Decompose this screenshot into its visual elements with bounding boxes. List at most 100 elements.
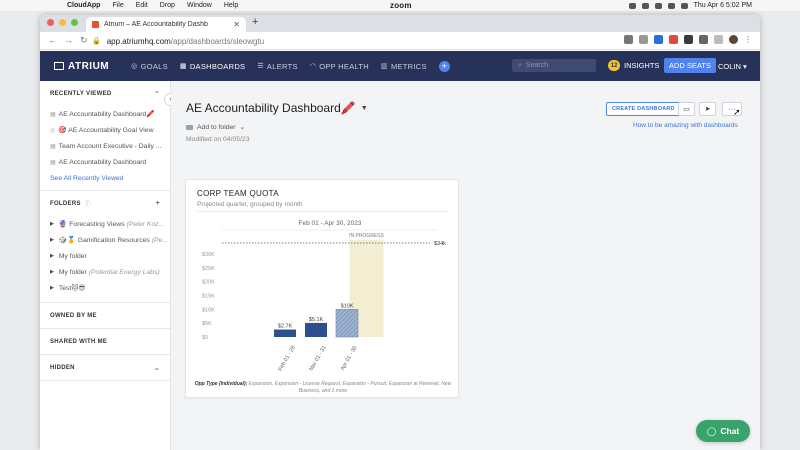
caret-down-icon[interactable]: ▼ [360, 104, 368, 112]
shared-with-me-header[interactable]: SHARED WITH ME [50, 338, 108, 345]
caret-right-icon[interactable]: ▶ [50, 221, 54, 227]
browser-tab[interactable]: Atrium – AE Accountability Dashb ✕ [86, 17, 246, 32]
folders-header[interactable]: FOLDERS ⓘ + [40, 191, 170, 216]
see-all-recent-link[interactable]: See All Recently Viewed [50, 174, 124, 182]
chevron-up-icon[interactable]: ⌃ [153, 90, 160, 98]
folder-item[interactable]: ▶ Test🐱😎 [40, 280, 170, 296]
address-bar[interactable]: 🔒 app.atriumhq.com/app/dashboards/sleowg… [92, 35, 612, 47]
sidepanel-icon[interactable] [714, 35, 723, 44]
goals-icon: ◎ [131, 63, 138, 70]
caret-right-icon[interactable]: ▶ [50, 285, 54, 291]
add-seats-button[interactable]: ADD SEATS [664, 58, 716, 73]
folder-owner: (Peter Koz... [126, 220, 165, 228]
menubar-app-name[interactable]: CloudApp [67, 2, 101, 9]
chart-bar [305, 322, 327, 337]
recent-item[interactable]: ▦ AE Accountability Dashboard🖍️ [40, 106, 170, 122]
caret-right-icon[interactable]: ▶ [50, 253, 54, 259]
nav-dashboards[interactable]: ▦ DASHBOARDS [180, 62, 245, 71]
recent-item[interactable]: ◎ 🎯 AE Accountability Goal View [40, 122, 170, 138]
url-host: app.atriumhq.com [106, 36, 171, 46]
menubar-item-help[interactable]: Help [223, 2, 239, 9]
add-to-folder-label: Add to folder [197, 123, 236, 131]
nav-metrics-label: METRICS [390, 61, 427, 71]
back-icon[interactable]: ← [48, 35, 57, 45]
kebab-menu-icon[interactable]: ⋮ [744, 35, 752, 44]
chevron-down-icon[interactable]: ⌄ [153, 364, 160, 372]
chat-button[interactable]: ◯ Chat [696, 420, 750, 442]
chart-card[interactable]: CORP TEAM QUOTA Projected quarter, group… [185, 179, 459, 398]
lock-icon[interactable]: 🔒 [92, 38, 101, 45]
menubar-clock[interactable]: Thu Apr 6 5:02 PM [693, 2, 752, 9]
recent-item[interactable]: ▦ Team Account Executive - Daily ... [40, 138, 170, 154]
dashboard-icon: ▦ [50, 143, 56, 150]
nav-dashboards-label: DASHBOARDS [189, 61, 246, 71]
add-to-folder-button[interactable]: Add to folder ⌄ [186, 123, 245, 131]
add-folder-icon[interactable]: + [155, 200, 160, 207]
new-tab-icon[interactable]: + [252, 16, 259, 28]
close-tab-icon[interactable]: ✕ [233, 20, 240, 29]
x-tick-label: Feb 01 - 28 [278, 345, 297, 372]
atrium-logo[interactable]: ATRIUM [54, 61, 109, 72]
folder-item[interactable]: ▶ 🎲🏅 Gamification Resources (Pe... [40, 232, 170, 248]
menubar-item-drop[interactable]: Drop [159, 2, 175, 9]
caret-right-icon[interactable]: ▶ [50, 269, 54, 275]
caret-right-icon[interactable]: ▶ [50, 237, 54, 243]
user-menu[interactable]: COLIN ▾ [718, 62, 747, 71]
search-input[interactable]: ⌕ Search [512, 59, 596, 72]
bookmark-icon[interactable] [639, 35, 648, 44]
goal-icon: ◎ [50, 127, 56, 134]
tray-icon[interactable] [641, 2, 649, 9]
nav-opp-health[interactable]: ◠ OPP HEALTH [310, 62, 369, 71]
zoom-status[interactable]: zoom [390, 1, 412, 10]
extension-icon[interactable] [669, 35, 678, 44]
card-divider [197, 211, 449, 212]
nav-goals-label: GOALS [140, 61, 168, 71]
recent-item[interactable]: ▦ AE Accountability Dashboard [40, 154, 170, 170]
hidden-section: HIDDEN ⌄ [40, 355, 170, 381]
create-dashboard-button[interactable]: CREATE DASHBOARD [606, 102, 681, 116]
share-button[interactable]: ➤ [699, 102, 716, 116]
folder-item[interactable]: ▶ My folder [40, 248, 170, 264]
page-title[interactable]: AE Accountability Dashboard🖍️ ▼ [186, 101, 368, 115]
maximize-window-icon[interactable] [71, 19, 78, 26]
recently-viewed-title: RECENTLY VIEWED [50, 90, 112, 97]
extension-icon[interactable] [654, 35, 663, 44]
add-button[interactable]: + [438, 60, 450, 72]
folder-label: My folder [58, 252, 87, 260]
folder-button[interactable]: ▭ [678, 102, 695, 116]
tray-icon[interactable] [654, 2, 662, 9]
nav-goals[interactable]: ◎ GOALS [131, 62, 168, 71]
hidden-header[interactable]: HIDDEN ⌄ [40, 355, 170, 380]
extension-icon[interactable] [684, 35, 693, 44]
minimize-window-icon[interactable] [59, 19, 66, 26]
folder-item[interactable]: ▶ 🔮 Forecasting Views (Peter Koz... [40, 216, 170, 232]
puzzle-icon[interactable] [699, 35, 708, 44]
more-icon: ··· [728, 105, 736, 113]
owned-by-me-header[interactable]: OWNED BY ME [50, 312, 97, 319]
wifi-icon[interactable] [680, 2, 688, 9]
info-icon[interactable]: ⓘ [84, 202, 92, 208]
shared-section: SHARED WITH ME [40, 329, 170, 355]
menubar-item-file[interactable]: File [112, 2, 124, 9]
recently-viewed-header[interactable]: RECENTLY VIEWED ⌃ [40, 81, 170, 106]
more-options-button[interactable]: ··· [722, 102, 742, 116]
menubar-item-window[interactable]: Window [186, 2, 212, 9]
folder-item[interactable]: ▶ My folder (Potential Energy Labs) [40, 264, 170, 280]
menubar-item-edit[interactable]: Edit [135, 2, 148, 9]
y-tick-label: $5K [202, 321, 212, 327]
owned-section: OWNED BY ME [40, 303, 170, 329]
hidden-title: HIDDEN [50, 364, 75, 371]
reload-icon[interactable]: ↻ [80, 35, 88, 45]
bar-value-label: $2.7K [278, 324, 293, 330]
card-title: CORP TEAM QUOTA [197, 189, 279, 198]
profile-avatar[interactable] [729, 35, 738, 44]
share-icon[interactable] [624, 35, 633, 44]
insights-button[interactable]: 12 INSIGHTS [608, 60, 659, 71]
tray-icon[interactable] [667, 2, 675, 9]
forward-icon[interactable]: → [64, 35, 73, 45]
howto-link[interactable]: How to be amazing with dashboards [633, 122, 738, 129]
nav-alerts[interactable]: ☰ ALERTS [257, 62, 297, 71]
close-window-icon[interactable] [47, 19, 54, 26]
nav-metrics[interactable]: ▥ METRICS [381, 62, 427, 71]
tray-icon[interactable] [628, 2, 636, 9]
